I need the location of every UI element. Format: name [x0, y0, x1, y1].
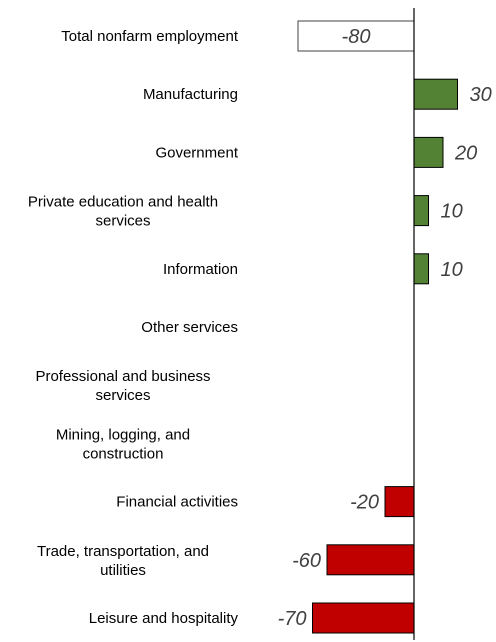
value-label: -20	[350, 492, 379, 514]
category-label: Professional and business services	[35, 368, 210, 404]
value-label: -80	[342, 26, 371, 48]
category-label: Manufacturing	[143, 86, 238, 103]
value-label: 10	[441, 201, 463, 223]
bar	[413, 78, 458, 110]
bar	[413, 195, 429, 227]
value-label: -70	[278, 608, 307, 630]
value-labels-group: -80 30 20 10 10 -20 -60 -70	[278, 26, 492, 630]
bar	[312, 602, 415, 634]
category-label: Leisure and hospitality	[89, 610, 239, 627]
category-labels-group: Total nonfarm employment Manufacturing Gov…	[28, 28, 239, 627]
category-label: Trade, transportation, and utilities	[37, 543, 209, 579]
value-label: 10	[441, 259, 463, 281]
category-label: Financial activities	[116, 494, 238, 511]
bar	[413, 253, 429, 285]
bars-group	[297, 20, 458, 634]
bar	[413, 136, 444, 168]
category-label: Total nonfarm employment	[61, 28, 239, 45]
category-label: Private education and health services	[28, 194, 218, 230]
bar	[297, 20, 415, 52]
category-label: Mining, logging, and construction	[56, 426, 190, 462]
bar	[384, 486, 415, 518]
value-label: 20	[454, 142, 477, 164]
value-label: 30	[470, 84, 492, 106]
category-label: Other services	[141, 319, 238, 336]
bar	[326, 544, 415, 576]
value-label: -60	[292, 550, 321, 572]
category-label: Government	[155, 144, 238, 161]
category-label: Information	[163, 261, 238, 278]
